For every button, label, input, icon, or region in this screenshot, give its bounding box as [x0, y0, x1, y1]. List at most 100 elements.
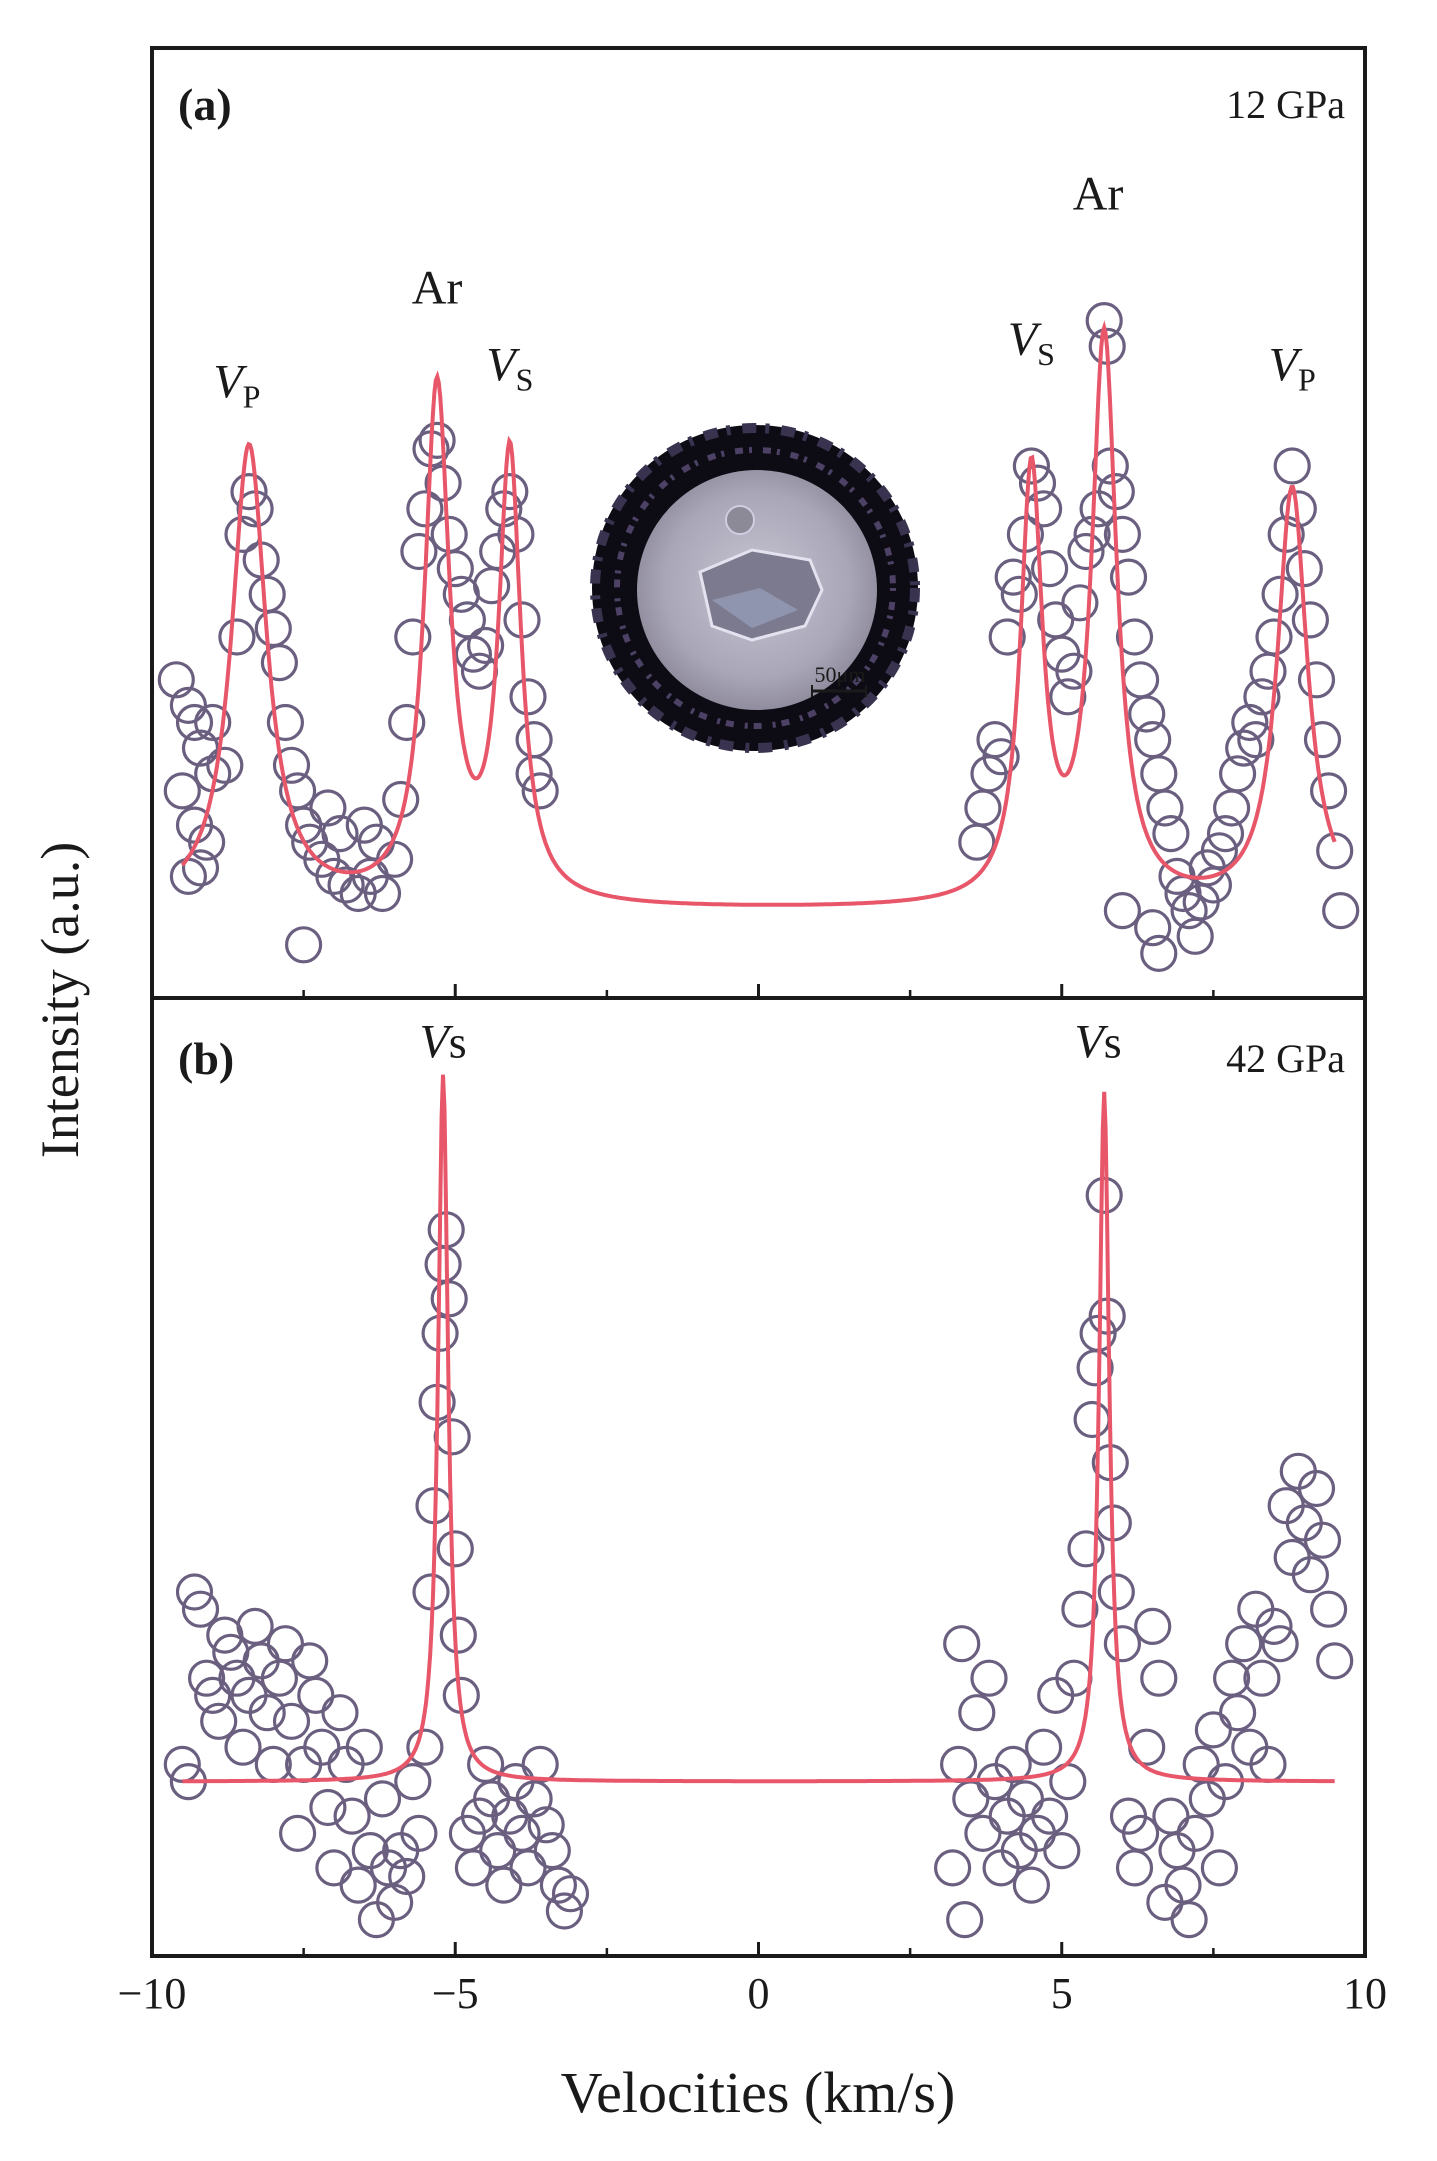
data-point: [448, 601, 486, 639]
panel-b-fit-curve: [182, 1074, 1335, 1784]
data-point: [279, 1814, 317, 1853]
data-point: [1309, 772, 1348, 810]
data-point: [418, 421, 456, 459]
data-point: [1170, 891, 1208, 930]
panel-a-fit-curve: [180, 320, 1337, 907]
data-point: [400, 1814, 438, 1853]
panel-a-pressure: 12 GPa: [1226, 82, 1345, 127]
peak-label: Vs: [1074, 1015, 1121, 1068]
peak-label: Vs: [419, 1015, 466, 1068]
data-point: [1255, 1607, 1293, 1646]
data-point: [1309, 1590, 1348, 1628]
data-point: [406, 1728, 444, 1766]
data-point: [1067, 532, 1105, 571]
data-point: [363, 874, 402, 913]
peak-label: VS: [486, 339, 533, 398]
data-point: [551, 1875, 590, 1913]
data-point: [454, 635, 492, 673]
sample-inset-image: 50μm: [590, 423, 920, 753]
data-point: [236, 1607, 274, 1646]
data-point: [509, 678, 547, 716]
data-point: [309, 1788, 347, 1827]
data-point: [1303, 720, 1342, 759]
data-point: [230, 473, 268, 511]
data-point: [1067, 1530, 1105, 1568]
data-point: [1297, 1469, 1336, 1508]
data-point: [254, 609, 292, 648]
data-point: [527, 1806, 565, 1844]
data-point: [327, 866, 365, 904]
peak-label: VP: [1269, 339, 1316, 398]
x-tick-label: 5: [1051, 1969, 1073, 2018]
data-point: [545, 1892, 584, 1930]
data-point: [321, 814, 359, 853]
x-axis-tick-labels: −10 −5 0 5 10: [118, 1969, 1387, 2018]
data-point: [1146, 789, 1184, 827]
panel-b-data-points: [163, 1176, 1354, 1939]
data-point: [1140, 934, 1178, 973]
data-point: [1255, 618, 1293, 656]
data-point: [1243, 678, 1281, 716]
data-point: [333, 1797, 371, 1835]
data-point: [345, 1728, 383, 1766]
data-point: [433, 1418, 471, 1456]
data-point: [266, 703, 304, 742]
data-point: [181, 1590, 220, 1628]
data-point: [994, 558, 1032, 596]
data-point: [1170, 1900, 1208, 1939]
data-point: [285, 926, 323, 964]
x-axis-title: Velocities (km/s): [561, 2060, 956, 2125]
data-point: [272, 1702, 311, 1740]
data-point: [297, 1676, 335, 1715]
data-point: [224, 1728, 262, 1766]
data-point: [1055, 652, 1093, 690]
x-tick-label: −10: [118, 1969, 187, 2018]
data-point: [970, 1659, 1008, 1697]
data-point: [1140, 1659, 1178, 1697]
data-point: [206, 746, 244, 784]
data-point: [291, 1642, 329, 1680]
data-point: [1012, 447, 1051, 485]
data-point: [406, 490, 444, 528]
data-point: [394, 618, 432, 656]
data-point: [1000, 575, 1038, 613]
panel-a-peak-labels: VP Ar VS VS Ar VP: [213, 168, 1315, 415]
data-point: [1012, 1866, 1051, 1904]
data-point: [363, 1780, 402, 1818]
data-point: [988, 618, 1026, 656]
data-point: [169, 857, 207, 896]
peak-label: Ar: [412, 262, 463, 315]
data-point: [436, 1530, 474, 1568]
data-point: [266, 1625, 304, 1663]
data-point: [454, 1849, 492, 1887]
data-point: [1103, 515, 1142, 554]
x-tick-label: 10: [1343, 1969, 1387, 2018]
data-point: [1085, 1176, 1123, 1214]
data-point: [1103, 1625, 1142, 1663]
data-point: [175, 703, 214, 742]
data-point: [388, 703, 426, 742]
data-point: [1316, 832, 1354, 870]
data-point: [394, 1762, 432, 1801]
panel-b-label: (b): [178, 1033, 234, 1084]
data-point: [1237, 720, 1275, 759]
peak-label: VS: [1008, 313, 1055, 372]
data-point: [1109, 558, 1148, 596]
data-point: [1073, 1400, 1111, 1439]
data-point: [272, 746, 311, 784]
data-point: [181, 849, 220, 887]
data-point: [1218, 755, 1257, 793]
data-point: [1249, 652, 1287, 690]
data-point: [1322, 891, 1360, 930]
data-point: [943, 1625, 981, 1663]
data-point: [248, 575, 286, 613]
data-point: [1303, 1521, 1342, 1559]
data-point: [1030, 1797, 1069, 1835]
x-tick-label: 0: [748, 1969, 770, 2018]
data-point: [1273, 447, 1311, 485]
data-point: [1225, 729, 1263, 767]
data-point: [321, 1694, 359, 1732]
data-point: [939, 1745, 978, 1784]
data-point: [958, 1694, 996, 1732]
data-point: [479, 1831, 517, 1870]
